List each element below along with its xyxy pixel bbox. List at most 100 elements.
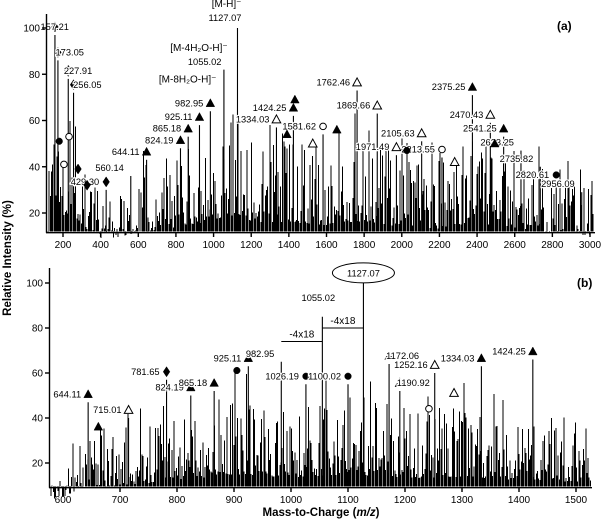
x-tick-label: 600 <box>130 240 147 251</box>
peak-label: 925.11 <box>214 353 242 363</box>
peak-label: 925.11 <box>165 112 193 122</box>
y-tick-label: 80 <box>32 324 44 335</box>
peak-label: 2375.25 <box>432 82 466 92</box>
peak-label: 824.19 <box>145 135 173 145</box>
open-triangle-marker <box>448 387 460 397</box>
peak-label: 1762.46 <box>316 77 350 87</box>
y-tick-label: 20 <box>29 209 41 220</box>
x-tick-label: 1400 <box>508 495 531 506</box>
filled-diamond-marker <box>102 176 110 188</box>
peak-label: 429.30 <box>71 177 99 187</box>
filled-triangle-marker <box>528 346 538 356</box>
x-tick-label: 800 <box>168 240 185 251</box>
y-tick-label: 80 <box>29 70 41 81</box>
y-tick-label: 100 <box>23 24 40 35</box>
filled-triangle-marker <box>288 102 299 112</box>
x-tick-label: 1800 <box>353 240 376 251</box>
ion-annotation: [M-8H₂O-H]⁻ <box>159 74 217 85</box>
y-tick-label: 60 <box>29 116 41 127</box>
x-tick-label: 1600 <box>315 240 338 251</box>
peak-label: 781.65 <box>131 367 159 377</box>
filled-triangle-marker <box>290 94 300 104</box>
axes <box>45 268 592 492</box>
x-tick-label: 400 <box>92 240 109 251</box>
peak-label: 2633.25 <box>480 138 514 148</box>
panel-a: 157.21 173.05 227.91 256.05 429.30 560.14 644.… <box>23 0 601 251</box>
open-triangle-marker <box>449 156 460 166</box>
filled-diamond-marker <box>74 163 82 175</box>
open-triangle-marker <box>416 127 427 138</box>
x-tick-label: 3000 <box>579 240 602 251</box>
filled-triangle-marker <box>282 129 292 138</box>
ion-annotation: 1055.02 <box>188 57 222 67</box>
y-tick-label: 40 <box>29 162 41 173</box>
filled-circle-marker <box>233 366 241 375</box>
circled-peak-oval <box>331 262 395 284</box>
x-tick-label: 2200 <box>428 240 451 251</box>
x-tick-label: 2800 <box>541 240 564 251</box>
panel-label: (b) <box>577 276 592 290</box>
peak-label: 1581.62 <box>282 121 316 131</box>
y-tick-label: 100 <box>26 279 43 290</box>
open-triangle-marker <box>271 113 282 124</box>
x-tick-label: 2000 <box>391 240 414 251</box>
peak-label: 157.21 <box>41 22 69 32</box>
axes <box>42 14 595 237</box>
open-circle-marker <box>319 122 327 131</box>
filled-triangle-marker <box>476 353 487 362</box>
x-tick-label: 1500 <box>565 495 588 506</box>
open-triangle-marker <box>307 138 318 148</box>
extra-markers <box>93 366 460 431</box>
filled-triangle-marker <box>490 138 500 148</box>
x-tick-label: 800 <box>169 495 186 506</box>
open-circle-marker <box>425 404 433 413</box>
noise-spectrum <box>47 113 594 239</box>
peak-label: 1026.19 <box>265 371 299 381</box>
peak-label: 2956.09 <box>541 179 575 189</box>
neutral-loss-label: -4x18 <box>330 316 355 327</box>
ion-annotation: [M-4H₂O-H]⁻ <box>170 43 228 54</box>
noise-spectrum <box>50 370 591 499</box>
peak-label: 173.05 <box>55 47 83 57</box>
panel-label: (a) <box>557 19 572 33</box>
labeled-peaks: 157.21 173.05 227.91 256.05 429.30 560.14 644.… <box>39 21 583 232</box>
x-tick-label: 1400 <box>278 240 301 251</box>
filled-diamond-marker <box>51 21 59 33</box>
peak-label: 1172.06 <box>386 351 419 361</box>
filled-triangle-marker <box>175 135 186 144</box>
x-tick-label: 1300 <box>451 495 474 506</box>
open-triangle-marker <box>429 359 440 369</box>
x-tick-label: 2600 <box>504 240 527 251</box>
open-triangle-marker <box>123 404 134 414</box>
ion-annotation: 1055.02 <box>302 293 336 303</box>
filled-triangle-marker <box>205 98 216 107</box>
open-triangle-marker <box>351 76 363 87</box>
filled-triangle-marker <box>93 421 104 431</box>
peak-label: 1334.03 <box>441 353 475 363</box>
neutral-loss-label: -4x18 <box>289 330 314 341</box>
peak-label: 256.05 <box>73 80 101 90</box>
open-triangle-marker <box>485 109 496 119</box>
filled-circle-marker <box>552 171 560 179</box>
x-tick-label: 1000 <box>280 495 303 506</box>
open-triangle-marker <box>394 377 405 387</box>
peak-label: 1334.03 <box>236 114 270 124</box>
y-tick-label: 40 <box>32 414 44 425</box>
peak-label: 227.91 <box>64 66 92 76</box>
x-tick-label: 2400 <box>466 240 489 251</box>
filled-diamond-marker <box>54 46 62 58</box>
x-tick-label: 1000 <box>202 240 225 251</box>
filled-triangle-marker <box>194 112 205 121</box>
filled-diamond-marker <box>83 179 91 191</box>
peak-label: 2820.61 <box>516 170 550 180</box>
filled-triangle-marker <box>209 377 219 387</box>
x-tick-label: 900 <box>226 495 243 506</box>
peak-label: 824.19 <box>155 383 183 393</box>
y-axis-title: Relative Intensity (%) <box>2 200 14 316</box>
filled-triangle-marker <box>186 382 196 392</box>
peak-label: 2735.82 <box>500 154 534 164</box>
peak-label: 560.14 <box>95 163 123 173</box>
open-circle-marker <box>438 145 446 154</box>
